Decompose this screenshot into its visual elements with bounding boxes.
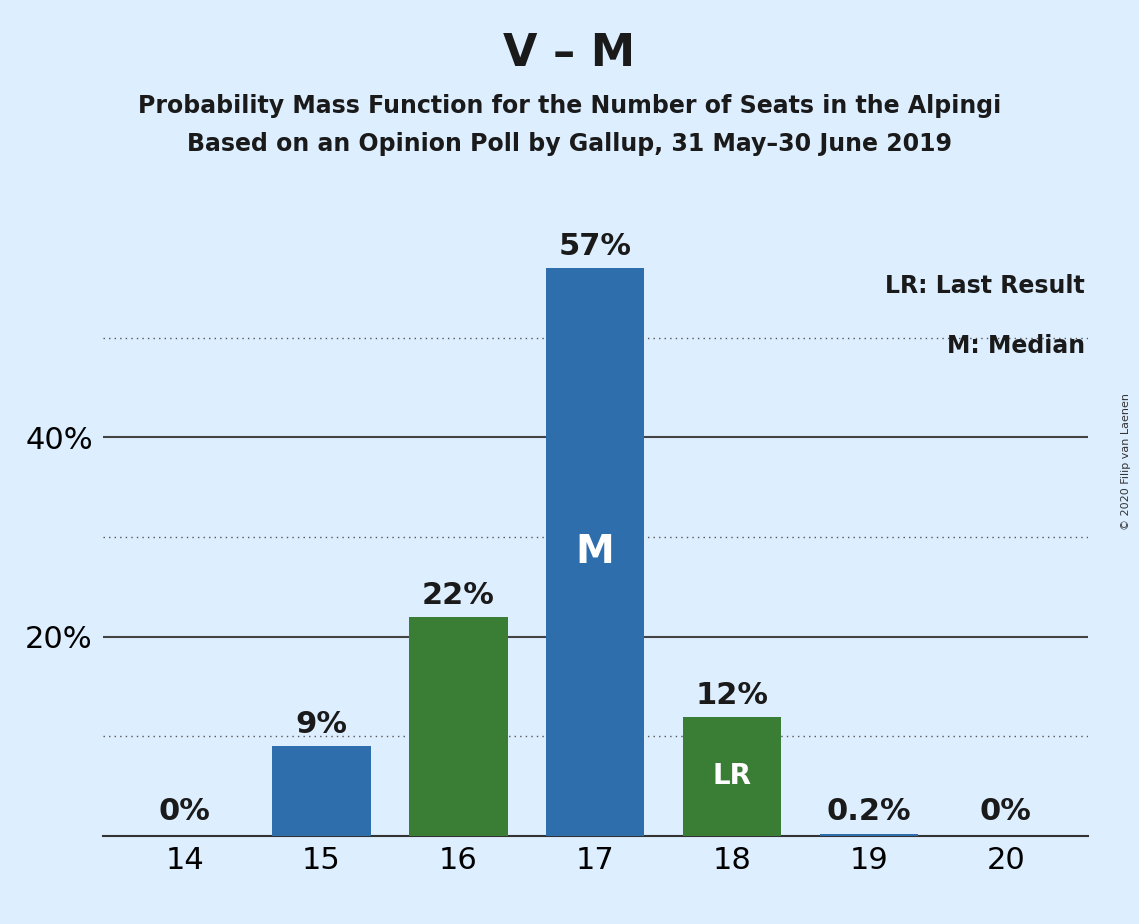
Text: M: M bbox=[575, 533, 615, 571]
Text: LR: Last Result: LR: Last Result bbox=[885, 274, 1085, 298]
Bar bbox=[682, 716, 781, 836]
Text: M: Median: M: Median bbox=[947, 334, 1085, 358]
Text: LR: LR bbox=[713, 762, 752, 790]
Text: 0%: 0% bbox=[158, 797, 211, 826]
Text: 57%: 57% bbox=[558, 232, 632, 261]
Text: 0%: 0% bbox=[980, 797, 1032, 826]
Text: © 2020 Filip van Laenen: © 2020 Filip van Laenen bbox=[1121, 394, 1131, 530]
Text: Based on an Opinion Poll by Gallup, 31 May–30 June 2019: Based on an Opinion Poll by Gallup, 31 M… bbox=[187, 132, 952, 156]
Text: 9%: 9% bbox=[295, 711, 347, 739]
Bar bbox=[409, 617, 508, 836]
Text: 22%: 22% bbox=[421, 581, 494, 610]
Text: V – M: V – M bbox=[503, 32, 636, 76]
Text: Probability Mass Function for the Number of Seats in the Alpingi: Probability Mass Function for the Number… bbox=[138, 94, 1001, 118]
Text: 0.2%: 0.2% bbox=[827, 797, 911, 826]
Bar bbox=[272, 747, 370, 836]
Bar bbox=[546, 268, 645, 836]
Bar bbox=[820, 834, 918, 836]
Text: 12%: 12% bbox=[696, 681, 769, 710]
